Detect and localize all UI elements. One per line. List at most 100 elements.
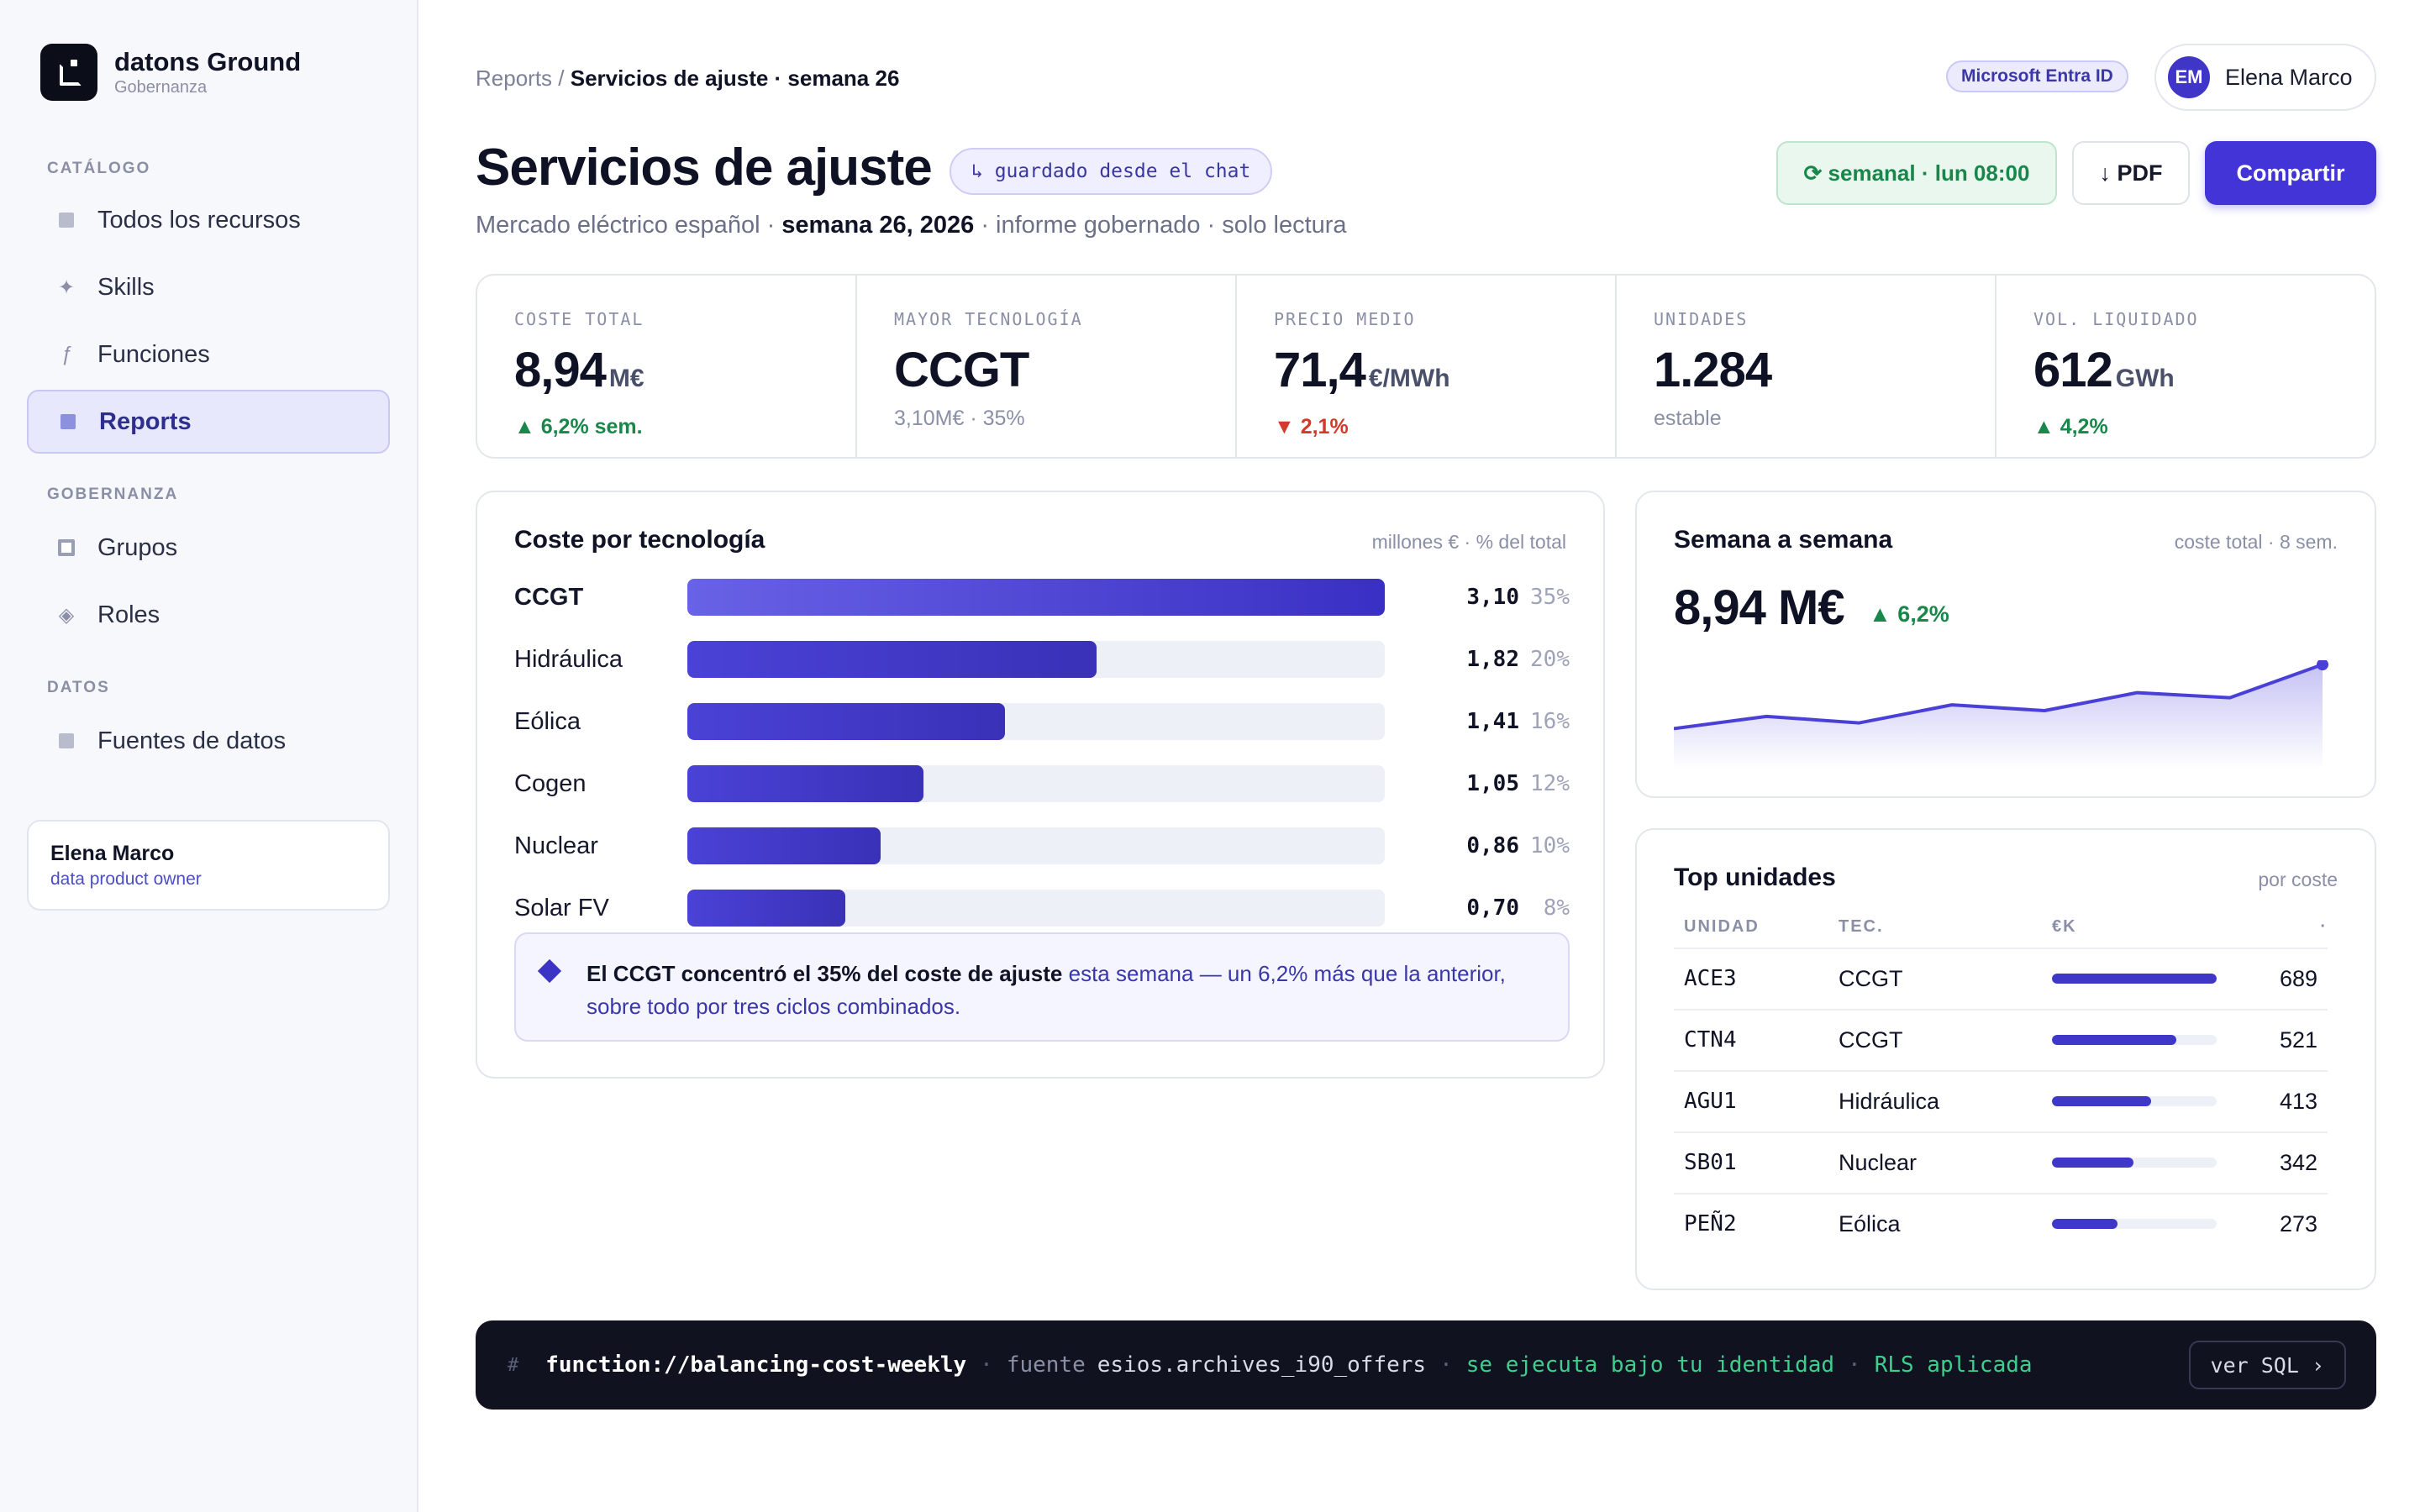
page-title: Servicios de ajuste (476, 139, 933, 197)
database-icon (54, 733, 79, 748)
section-label-governance: GOBERNANZA (47, 486, 179, 503)
top-units-card: Top unidades por coste UNIDAD TEC. €K · … (1635, 828, 2376, 1290)
bar-value: 1,82 (1466, 647, 1519, 672)
breadcrumb-root-link[interactable]: Reports (476, 66, 553, 91)
table-row[interactable]: AGU1 Hidráulica 413 (1674, 1070, 2328, 1131)
kpi-detail: 3,10M€ · 35% (894, 407, 1025, 430)
cost-mini-bar-fill (2052, 1096, 2151, 1106)
sidebar-item-label: Skills (97, 273, 155, 301)
sidebar-user-card[interactable]: Elena Marco data product owner (27, 820, 390, 911)
sidebar-item-skills[interactable]: ✦ Skills (27, 255, 390, 319)
card-meta: coste total · 8 sem. (2174, 531, 2338, 553)
table-row[interactable]: SB01 Nuclear 342 (1674, 1131, 2328, 1193)
sidebar-item-label: Fuentes de datos (97, 727, 287, 754)
week-over-week-card: Semana a semana coste total · 8 sem. 8,9… (1635, 491, 2376, 798)
table-row[interactable]: CTN4 CCGT 521 (1674, 1009, 2328, 1070)
column-header-cost[interactable]: €K (2052, 917, 2077, 936)
unit-cost: 273 (2279, 1211, 2317, 1236)
card-title: Semana a semana (1674, 526, 1893, 554)
technology-bar-row[interactable]: CCGT 3,10 35% (514, 578, 1570, 617)
cost-mini-bar-fill (2052, 1219, 2118, 1229)
identity-note: se ejecuta bajo tu identidad (1465, 1352, 1835, 1378)
sidebar: datons Ground Gobernanza CATÁLOGO Todos … (0, 0, 418, 1512)
page-subtitle: Mercado eléctrico español · semana 26, 2… (476, 212, 1347, 239)
card-meta: millones € · % del total (1371, 531, 1566, 553)
technology-bar-row[interactable]: Hidráulica 1,82 20% (514, 640, 1570, 679)
kpi-value: 71,4 (1274, 343, 1366, 397)
section-label-catalog: CATÁLOGO (47, 160, 151, 177)
schedule-button[interactable]: ⟳ semanal · lun 08:00 (1776, 141, 2057, 205)
sparkline-area (1674, 664, 2323, 769)
unit-technology: CCGT (1839, 966, 1903, 991)
kpi-value: 8,94 (514, 343, 607, 397)
kpi-label: COSTE TOTAL (514, 309, 644, 329)
pdf-download-button[interactable]: ↓ PDF (2072, 141, 2190, 205)
table-row[interactable]: PEÑ2 Eólica 273 (1674, 1193, 2328, 1254)
sidebar-item-data-sources[interactable]: Fuentes de datos (27, 709, 390, 773)
sidebar-item-reports[interactable]: Reports (27, 390, 390, 454)
source-label: fuente (1006, 1352, 1086, 1378)
bar-track (687, 827, 1385, 864)
subtitle-week: semana 26, 2026 (781, 212, 975, 239)
unit-technology: CCGT (1839, 1027, 1903, 1053)
table-row[interactable]: ACE3 CCGT 689 (1674, 948, 2328, 1009)
function-icon: ƒ (60, 343, 72, 365)
technology-bar-row[interactable]: Cogen 1,05 12% (514, 764, 1570, 803)
bar-track (687, 641, 1385, 678)
function-footer: # function://balancing-cost-weekly · fue… (476, 1320, 2376, 1410)
kpi-top-technology: MAYOR TECNOLOGÍA CCGT 3,10M€ · 35% (857, 276, 1237, 457)
user-name: Elena Marco (2225, 64, 2353, 90)
bar-track (687, 579, 1385, 616)
technology-bar-row[interactable]: Eólica 1,41 16% (514, 702, 1570, 741)
share-button[interactable]: Compartir (2205, 141, 2376, 205)
sidebar-item-functions[interactable]: ƒ Funciones (27, 323, 390, 386)
kpi-detail: estable (1654, 407, 1722, 430)
user-menu[interactable]: EM Elena Marco (2154, 44, 2376, 111)
column-header-unit[interactable]: UNIDAD (1684, 917, 1760, 936)
sparkle-icon: ✦ (57, 276, 76, 299)
sparkline-line (1674, 663, 2323, 731)
breadcrumb: Reports / Servicios de ajuste · semana 2… (476, 66, 899, 92)
cost-mini-bar-fill (2052, 974, 2217, 984)
bar-percent: 35% (1530, 585, 1570, 610)
hash-icon: # (508, 1354, 519, 1376)
sidebar-item-groups[interactable]: Grupos (27, 516, 390, 580)
column-header-tech[interactable]: TEC. (1839, 917, 1884, 936)
sidebar-item-roles[interactable]: ◈ Roles (27, 583, 390, 647)
breadcrumb-separator: / (558, 66, 565, 91)
breadcrumb-current: Servicios de ajuste · semana 26 (570, 66, 900, 91)
sidebar-item-all-resources[interactable]: Todos los recursos (27, 188, 390, 252)
kpi-delta: ▲ 6,2% sem. (514, 415, 643, 438)
sidebar-user-name: Elena Marco (50, 842, 175, 865)
brand[interactable]: datons Ground Gobernanza (40, 44, 301, 101)
function-name: function://balancing-cost-weekly (545, 1352, 967, 1378)
technology-label: Nuclear (514, 832, 598, 859)
technology-label: Cogen (514, 769, 587, 797)
week-delta: ▲ 6,2% (1869, 601, 1949, 627)
sparkline-last-point (2317, 660, 2328, 671)
grid-icon (54, 213, 79, 228)
unit-code: SB01 (1684, 1150, 1737, 1175)
weekly-cost-sparkline (1674, 660, 2328, 769)
sidebar-item-label: Roles (97, 601, 160, 628)
insight-body: esta semana — un 6,2% más que la anterio… (587, 961, 1506, 1019)
bar-track (687, 765, 1385, 802)
sidebar-item-label: Reports (99, 407, 192, 435)
kpi-unit: GWh (2115, 365, 2175, 392)
kpi-label: MAYOR TECNOLOGÍA (894, 309, 1083, 329)
kpi-strip: COSTE TOTAL 8,94 M€ ▲ 6,2% sem. MAYOR TEC… (476, 274, 2376, 459)
section-label-data: DATOS (47, 679, 110, 696)
unit-cost: 689 (2279, 966, 2317, 991)
technology-bar-row[interactable]: Solar FV 0,70 8% (514, 889, 1570, 927)
technology-label: Solar FV (514, 894, 609, 921)
view-sql-button[interactable]: ver SQL › (2188, 1341, 2346, 1389)
technology-bar-row[interactable]: Nuclear 0,86 10% (514, 827, 1570, 865)
unit-cost: 521 (2279, 1027, 2317, 1053)
unit-code: PEÑ2 (1684, 1211, 1737, 1236)
auth-provider-badge: Microsoft Entra ID (1946, 60, 2128, 92)
kpi-value: 1.284 (1654, 343, 1772, 397)
cost-mini-bar (2052, 974, 2217, 984)
separator: · (980, 1352, 993, 1378)
saved-from-chat-chip[interactable]: ↳ guardado desde el chat (950, 148, 1273, 195)
kpi-settled-volume: VOL. LIQUIDADO 612 GWh ▲ 4,2% (1996, 276, 2375, 457)
